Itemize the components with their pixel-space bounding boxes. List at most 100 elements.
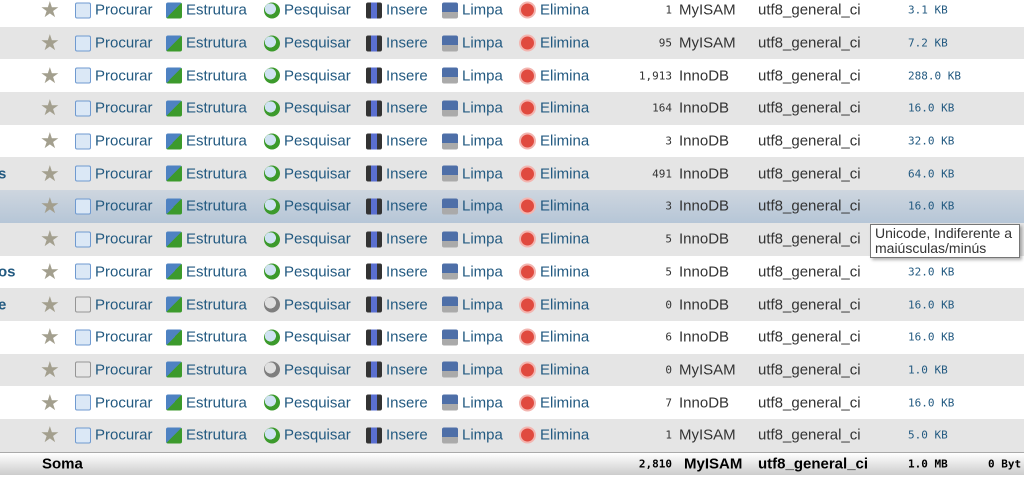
structure-action[interactable]: Estrutura — [166, 427, 247, 444]
empty-action[interactable]: Limpa — [442, 133, 503, 150]
drop-action[interactable]: Elimina — [519, 263, 589, 281]
structure-action[interactable]: Estrutura — [166, 100, 247, 117]
insert-action[interactable]: Insere — [366, 296, 428, 313]
structure-action[interactable]: Estrutura — [166, 133, 247, 150]
size[interactable]: 288.0 KB — [908, 69, 961, 83]
favorite-star-icon[interactable]: ★ — [40, 95, 60, 121]
table-name-fragment[interactable]: e — [0, 296, 7, 314]
insert-action[interactable]: Insere — [366, 394, 428, 411]
search-action[interactable]: Pesquisar — [264, 198, 351, 215]
size[interactable]: 64.0 KB — [908, 167, 955, 181]
favorite-star-icon[interactable]: ★ — [40, 160, 60, 186]
structure-action[interactable]: Estrutura — [166, 296, 247, 313]
browse-action[interactable]: Procurar — [75, 67, 153, 84]
search-action[interactable]: Pesquisar — [264, 263, 351, 280]
browse-action[interactable]: Procurar — [75, 263, 153, 280]
favorite-star-icon[interactable]: ★ — [40, 258, 60, 284]
insert-action[interactable]: Insere — [366, 2, 428, 19]
search-action[interactable]: Pesquisar — [264, 427, 351, 444]
browse-action[interactable]: Procurar — [75, 361, 153, 378]
favorite-star-icon[interactable]: ★ — [40, 324, 60, 350]
size[interactable]: 3.1 KB — [908, 3, 948, 17]
drop-action[interactable]: Elimina — [519, 67, 589, 85]
favorite-star-icon[interactable]: ★ — [40, 193, 60, 219]
size[interactable]: 5.0 KB — [908, 428, 948, 442]
browse-action[interactable]: Procurar — [75, 2, 153, 19]
drop-action[interactable]: Elimina — [519, 426, 589, 444]
browse-action[interactable]: Procurar — [75, 296, 153, 313]
insert-action[interactable]: Insere — [366, 198, 428, 215]
table-name-fragment[interactable]: os — [0, 263, 16, 281]
favorite-star-icon[interactable]: ★ — [40, 291, 60, 317]
search-action[interactable]: Pesquisar — [264, 67, 351, 84]
insert-action[interactable]: Insere — [366, 165, 428, 182]
size[interactable]: 32.0 KB — [908, 134, 955, 148]
empty-action[interactable]: Limpa — [442, 394, 503, 411]
empty-action[interactable]: Limpa — [442, 35, 503, 52]
structure-action[interactable]: Estrutura — [166, 394, 247, 411]
drop-action[interactable]: Elimina — [519, 394, 589, 412]
browse-action[interactable]: Procurar — [75, 427, 153, 444]
favorite-star-icon[interactable]: ★ — [40, 128, 60, 154]
browse-action[interactable]: Procurar — [75, 35, 153, 52]
empty-action[interactable]: Limpa — [442, 296, 503, 313]
structure-action[interactable]: Estrutura — [166, 198, 247, 215]
drop-action[interactable]: Elimina — [519, 132, 589, 150]
drop-action[interactable]: Elimina — [519, 361, 589, 379]
empty-action[interactable]: Limpa — [442, 67, 503, 84]
drop-action[interactable]: Elimina — [519, 296, 589, 314]
search-action[interactable]: Pesquisar — [264, 231, 351, 248]
size[interactable]: 16.0 KB — [908, 396, 955, 410]
insert-action[interactable]: Insere — [366, 67, 428, 84]
size[interactable]: 32.0 KB — [908, 265, 955, 279]
structure-action[interactable]: Estrutura — [166, 329, 247, 346]
size[interactable]: 16.0 KB — [908, 330, 955, 344]
structure-action[interactable]: Estrutura — [166, 263, 247, 280]
search-action[interactable]: Pesquisar — [264, 296, 351, 313]
insert-action[interactable]: Insere — [366, 100, 428, 117]
drop-action[interactable]: Elimina — [519, 197, 589, 215]
insert-action[interactable]: Insere — [366, 35, 428, 52]
size[interactable]: 16.0 KB — [908, 101, 955, 115]
size[interactable]: 16.0 KB — [908, 199, 955, 213]
search-action[interactable]: Pesquisar — [264, 100, 351, 117]
empty-action[interactable]: Limpa — [442, 198, 503, 215]
browse-action[interactable]: Procurar — [75, 165, 153, 182]
insert-action[interactable]: Insere — [366, 427, 428, 444]
empty-action[interactable]: Limpa — [442, 100, 503, 117]
structure-action[interactable]: Estrutura — [166, 2, 247, 19]
structure-action[interactable]: Estrutura — [166, 35, 247, 52]
structure-action[interactable]: Estrutura — [166, 165, 247, 182]
search-action[interactable]: Pesquisar — [264, 133, 351, 150]
size[interactable]: 16.0 KB — [908, 298, 955, 312]
drop-action[interactable]: Elimina — [519, 99, 589, 117]
structure-action[interactable]: Estrutura — [166, 361, 247, 378]
structure-action[interactable]: Estrutura — [166, 67, 247, 84]
insert-action[interactable]: Insere — [366, 263, 428, 280]
structure-action[interactable]: Estrutura — [166, 231, 247, 248]
drop-action[interactable]: Elimina — [519, 1, 589, 19]
insert-action[interactable]: Insere — [366, 133, 428, 150]
size[interactable]: 1.0 KB — [908, 363, 948, 377]
empty-action[interactable]: Limpa — [442, 361, 503, 378]
search-action[interactable]: Pesquisar — [264, 2, 351, 19]
favorite-star-icon[interactable]: ★ — [40, 0, 60, 23]
favorite-star-icon[interactable]: ★ — [40, 389, 60, 415]
search-action[interactable]: Pesquisar — [264, 165, 351, 182]
drop-action[interactable]: Elimina — [519, 34, 589, 52]
drop-action[interactable]: Elimina — [519, 230, 589, 248]
browse-action[interactable]: Procurar — [75, 394, 153, 411]
search-action[interactable]: Pesquisar — [264, 361, 351, 378]
browse-action[interactable]: Procurar — [75, 329, 153, 346]
empty-action[interactable]: Limpa — [442, 329, 503, 346]
empty-action[interactable]: Limpa — [442, 165, 503, 182]
search-action[interactable]: Pesquisar — [264, 329, 351, 346]
empty-action[interactable]: Limpa — [442, 263, 503, 280]
favorite-star-icon[interactable]: ★ — [40, 422, 60, 448]
browse-action[interactable]: Procurar — [75, 231, 153, 248]
drop-action[interactable]: Elimina — [519, 165, 589, 183]
favorite-star-icon[interactable]: ★ — [40, 226, 60, 252]
browse-action[interactable]: Procurar — [75, 133, 153, 150]
favorite-star-icon[interactable]: ★ — [40, 30, 60, 56]
drop-action[interactable]: Elimina — [519, 328, 589, 346]
